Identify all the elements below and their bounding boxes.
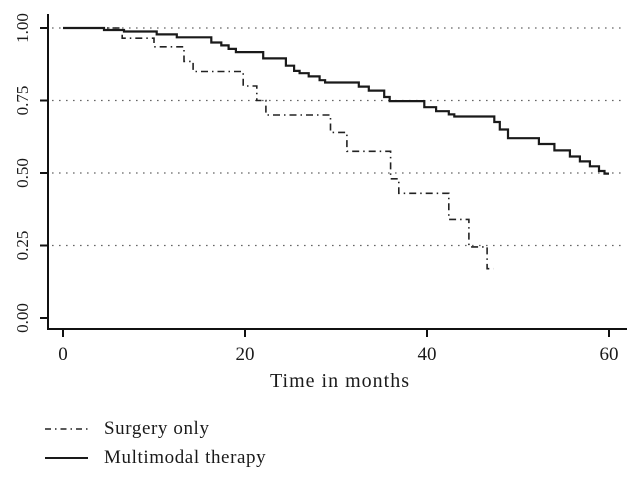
curve-surgery-only [63,27,494,270]
legend-item-multimodal-therapy: Multimodal therapy [40,443,266,472]
x-tick-label: 60 [600,344,619,365]
solid-line-sample [45,456,88,459]
y-tick-label: 0.00 [13,303,32,333]
x-axis-title: Time in months [270,370,410,392]
y-tick-label: 0.50 [13,158,32,188]
x-tick-label: 20 [236,344,255,365]
x-tick-label: 40 [418,344,437,365]
dash-dot-line-sample [45,427,88,430]
legend-label-multimodal-therapy: Multimodal therapy [104,446,267,468]
plot-svg: 0.00 0.25 0.50 0.75 1.00 0 20 40 60 Time in month… [13,13,627,392]
y-tick-label: 0.25 [13,231,32,261]
curve-multimodal-therapy [63,26,609,175]
legend-item-surgery-only: Surgery only [40,414,266,443]
y-tick-label: 1.00 [13,13,32,43]
y-tick-label: 0.75 [13,86,32,116]
legend-label-surgery-only: Surgery only [104,417,210,439]
legend: Surgery only Multimodal therapy [40,414,266,472]
x-tick-label: 0 [58,344,68,365]
